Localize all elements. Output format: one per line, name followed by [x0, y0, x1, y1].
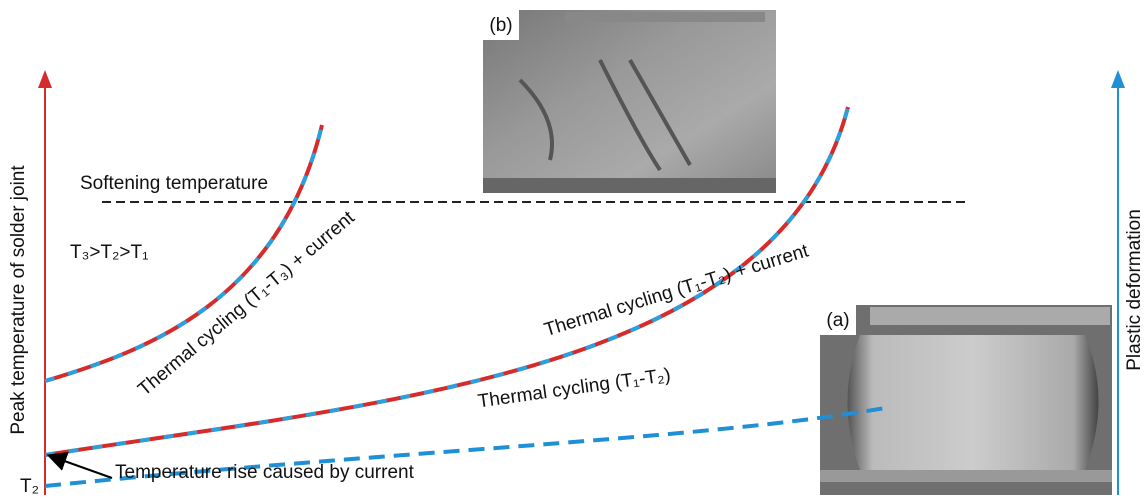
image-label: (a) — [826, 310, 849, 331]
right-arrow — [1111, 70, 1125, 88]
rise-label: Temperature rise caused by current — [115, 462, 415, 483]
softening-label: Softening temperature — [80, 173, 268, 194]
left-arrow — [38, 70, 52, 88]
curve-label: Thermal cycling (T₁-T₂) + current — [542, 240, 812, 341]
order-label: T₃>T₂>T₁ — [70, 242, 149, 263]
curve-label: Thermal cycling (T₁-T₃) + current — [134, 207, 359, 401]
right-axis-label: Plastic deformation — [1124, 209, 1145, 371]
left-axis-label: Peak temperature of solder joint — [8, 165, 29, 435]
image-a: (a) — [820, 305, 1112, 495]
pointer-arrow — [56, 458, 112, 478]
image-b: (b) — [483, 10, 776, 193]
diagram: Peak temperature of solder joint Plastic… — [0, 0, 1146, 502]
t2-label: T₂ — [20, 476, 39, 497]
image-label: (b) — [489, 15, 512, 36]
